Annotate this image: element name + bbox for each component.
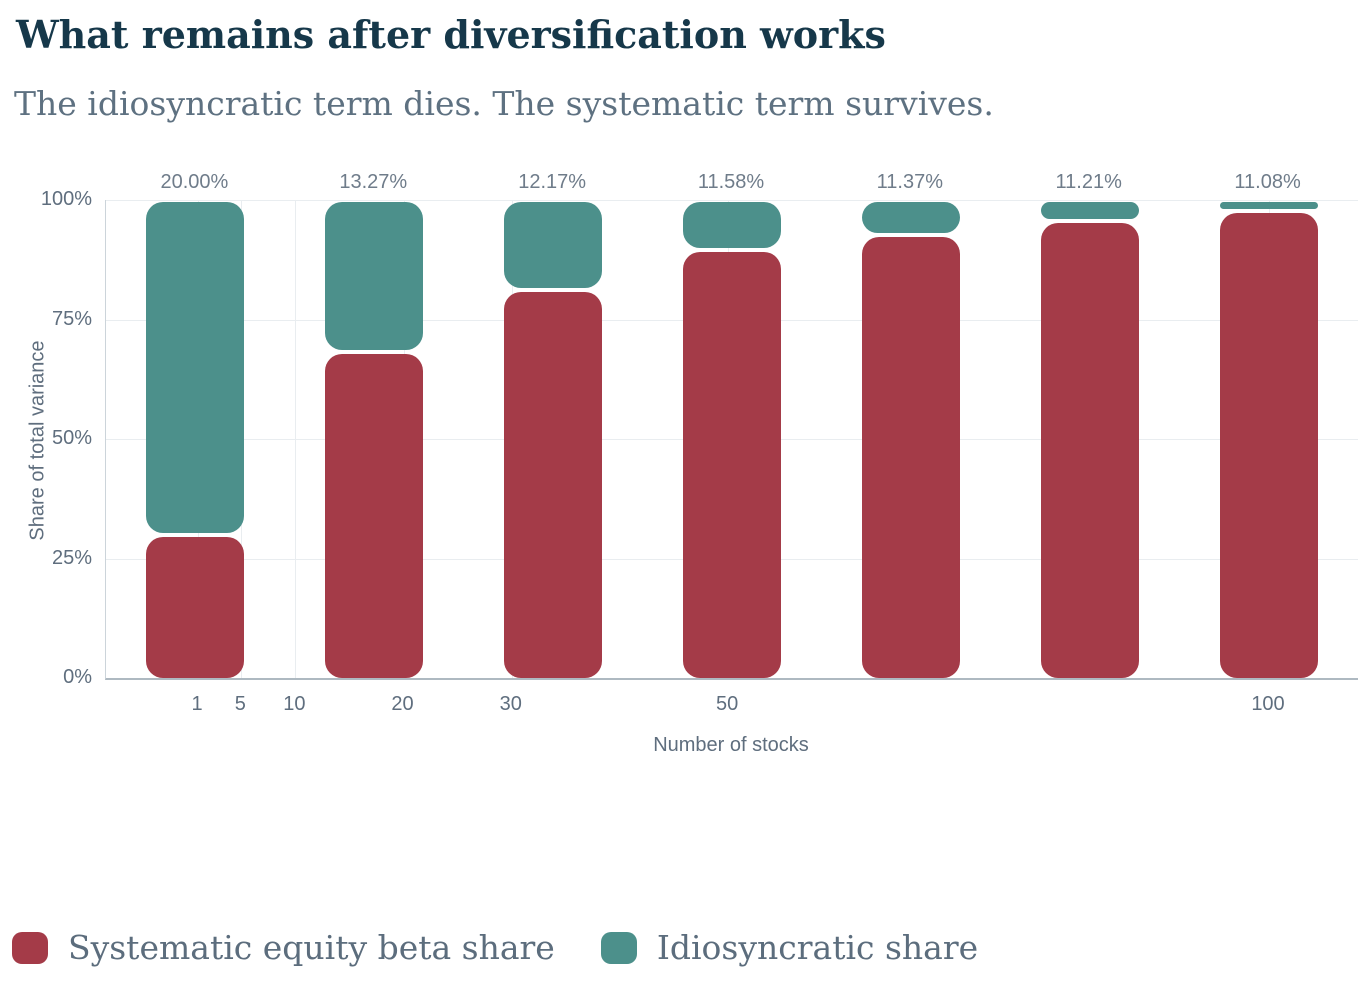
systematic-swatch-icon [12, 931, 48, 964]
bar-segment-idiosyncratic [325, 202, 424, 351]
legend-item-systematic[interactable]: Systematic equity beta share [12, 928, 555, 967]
y-tick-label: 100% [40, 188, 92, 210]
y-tick-label: 0% [63, 666, 92, 688]
bar-segment-idiosyncratic [861, 202, 960, 233]
x-tick-label: 100 [1251, 693, 1285, 715]
legend-label-systematic: Systematic equity beta share [68, 928, 555, 967]
chart-title: What remains after diversification works [16, 12, 886, 57]
idiosyncratic-swatch-icon [600, 931, 637, 964]
legend: Systematic equity beta share Idiosyncrat… [12, 928, 978, 967]
y-tick-label: 50% [51, 427, 92, 449]
bar-value-label: 20.00% [160, 171, 229, 193]
bar-segment-systematic [146, 536, 245, 678]
bar-segment-idiosyncratic [1219, 202, 1318, 209]
bar-segment-systematic [325, 354, 424, 678]
bar-value-label: 11.08% [1234, 171, 1301, 193]
bar-segment-systematic [1040, 223, 1139, 678]
x-tick-label: 30 [499, 693, 522, 715]
bar-segment-systematic [504, 292, 603, 678]
bar-value-label: 11.37% [876, 171, 944, 193]
bar-value-label: 12.17% [518, 171, 587, 193]
bar-segment-systematic [861, 236, 960, 678]
bar-value-label: 11.21% [1055, 171, 1122, 193]
x-tick-label: 1 [191, 693, 203, 715]
x-tick-label: 5 [234, 693, 246, 715]
y-tick-label: 25% [51, 546, 92, 569]
x-axis-title: Number of stocks [653, 734, 809, 756]
legend-label-idiosyncratic: Idiosyncratic share [656, 928, 979, 967]
bar-value-label: 13.27% [339, 171, 408, 193]
bar-segment-systematic [683, 251, 781, 678]
gridline-horizontal [106, 200, 1358, 201]
bar-segment-idiosyncratic [146, 202, 245, 533]
legend-item-idiosyncratic[interactable]: Idiosyncratic share [600, 928, 979, 967]
bar-segment-idiosyncratic [1040, 202, 1139, 220]
bar-segment-idiosyncratic [683, 202, 781, 248]
x-tick-label: 20 [391, 693, 414, 715]
x-tick-label: 10 [283, 693, 306, 715]
chart-subtitle: The idiosyncratic term dies. The systema… [14, 84, 994, 123]
gridline-vertical [295, 200, 297, 678]
bar-segment-idiosyncratic [504, 202, 603, 289]
bar-segment-systematic [1219, 212, 1318, 678]
y-tick-label: 75% [51, 307, 92, 330]
plot-area [105, 200, 1358, 680]
bar-value-label: 11.58% [697, 171, 765, 193]
x-tick-label: 50 [715, 693, 739, 715]
